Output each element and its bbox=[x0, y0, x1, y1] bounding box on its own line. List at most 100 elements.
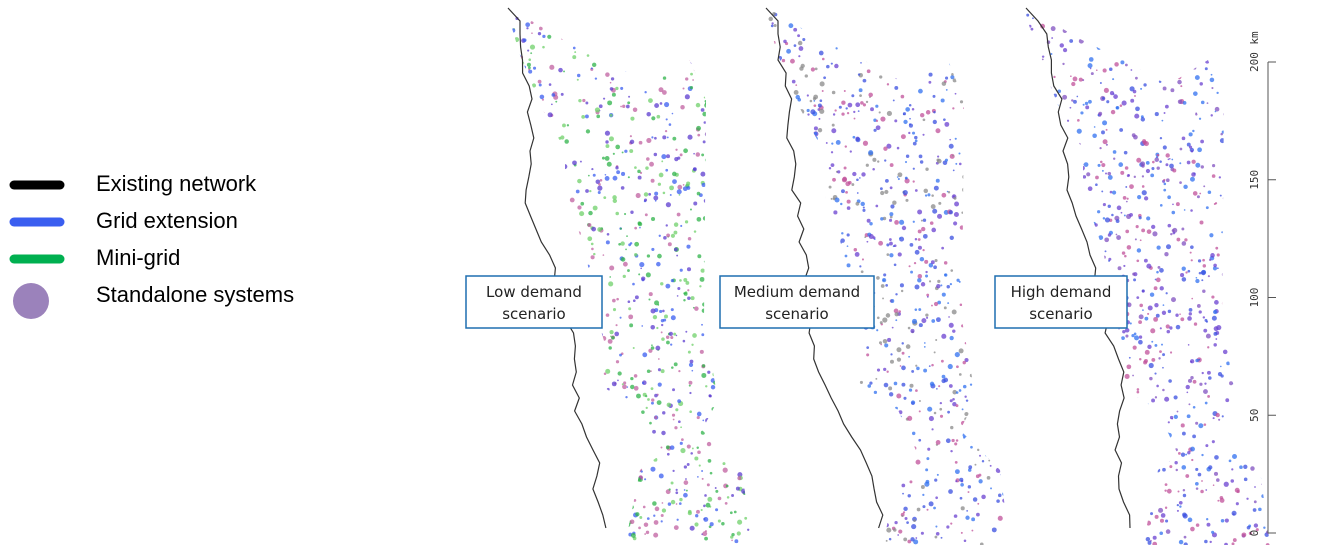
map-dot bbox=[744, 210, 748, 214]
map-dot bbox=[683, 87, 685, 89]
map-dot bbox=[892, 466, 897, 471]
map-dot bbox=[786, 487, 788, 489]
map-dot bbox=[1177, 57, 1179, 59]
map-dot bbox=[605, 156, 610, 161]
map-dot bbox=[817, 145, 819, 147]
map-dot bbox=[542, 46, 545, 49]
map-dot bbox=[694, 306, 699, 311]
map-dot bbox=[648, 45, 652, 49]
map-dot bbox=[1071, 10, 1073, 12]
map-dot bbox=[1111, 330, 1114, 333]
map-dot bbox=[522, 460, 526, 464]
map-dot bbox=[622, 457, 626, 461]
map-dot bbox=[1007, 345, 1009, 347]
map-dot bbox=[720, 403, 724, 407]
map-dot bbox=[527, 163, 530, 166]
map-dot bbox=[1147, 441, 1151, 445]
map-dot bbox=[812, 503, 816, 507]
map-dot bbox=[818, 333, 820, 335]
map-dot bbox=[783, 394, 786, 397]
map-dot bbox=[1054, 258, 1059, 263]
map-dot bbox=[1139, 358, 1141, 360]
map-dot bbox=[866, 346, 869, 349]
map-dot bbox=[983, 216, 988, 221]
map-dot bbox=[845, 145, 847, 147]
map-dot bbox=[1026, 478, 1031, 483]
map-dot bbox=[1054, 488, 1056, 490]
map-dot bbox=[646, 531, 649, 534]
map-dot bbox=[925, 168, 928, 171]
map-dot bbox=[930, 34, 934, 38]
map-dot bbox=[936, 47, 939, 50]
map-dot bbox=[929, 416, 934, 421]
map-dot bbox=[722, 31, 725, 34]
map-dot bbox=[1061, 485, 1063, 487]
map-dot bbox=[733, 3, 737, 7]
map-dot bbox=[1037, 70, 1040, 73]
map-dot bbox=[839, 106, 842, 109]
map-dot bbox=[557, 455, 560, 458]
map-dot bbox=[531, 262, 534, 265]
map-dot bbox=[522, 346, 525, 349]
map-dot bbox=[1075, 180, 1077, 182]
map-dot bbox=[539, 189, 543, 193]
scale-unit: km bbox=[1248, 31, 1261, 45]
map-dot bbox=[1262, 425, 1264, 427]
map-dot bbox=[903, 511, 905, 513]
map-dot bbox=[1000, 474, 1002, 476]
legend-label: Mini-grid bbox=[96, 245, 180, 270]
map-dot bbox=[664, 102, 669, 107]
map-dot bbox=[1053, 448, 1058, 453]
map-dot bbox=[1183, 185, 1187, 189]
map-dot bbox=[1247, 526, 1251, 530]
map-dot bbox=[1249, 254, 1253, 258]
map-dot bbox=[1047, 455, 1050, 458]
map-dot bbox=[1200, 221, 1204, 225]
map-dot bbox=[603, 196, 606, 199]
map-dot bbox=[731, 248, 733, 250]
map-dot bbox=[730, 33, 733, 36]
map-dot bbox=[1272, 86, 1274, 88]
map-dot bbox=[1201, 270, 1206, 275]
map-dot bbox=[1153, 69, 1155, 71]
map-dot bbox=[1207, 371, 1211, 375]
map-dot bbox=[1132, 375, 1134, 377]
map-dot bbox=[1257, 147, 1261, 151]
map-dot bbox=[705, 44, 707, 46]
map-dot bbox=[558, 159, 560, 161]
map-dot bbox=[1081, 500, 1083, 502]
map-dot bbox=[894, 382, 898, 386]
map-dot bbox=[885, 523, 889, 527]
map-dot bbox=[514, 404, 519, 409]
map-dot bbox=[559, 259, 564, 264]
map-dot bbox=[690, 452, 693, 455]
map-dot bbox=[993, 419, 995, 421]
map-dot bbox=[525, 22, 530, 27]
map-dot bbox=[1239, 60, 1242, 63]
map-dot bbox=[768, 516, 772, 520]
map-dot bbox=[971, 225, 975, 229]
map-dot bbox=[1175, 8, 1178, 11]
map-dot bbox=[904, 436, 907, 439]
map-dot bbox=[1068, 142, 1071, 145]
map-dot bbox=[563, 70, 565, 72]
map-dot bbox=[725, 73, 727, 75]
map-dot bbox=[937, 280, 940, 283]
map-dot bbox=[1051, 445, 1056, 450]
map-dot bbox=[1020, 416, 1024, 420]
map-dot bbox=[1231, 75, 1236, 80]
map-dot bbox=[843, 368, 845, 370]
map-dot bbox=[959, 23, 963, 27]
map-dot bbox=[1167, 459, 1170, 462]
map-dot bbox=[886, 371, 888, 373]
map-dot bbox=[842, 439, 847, 444]
map-dot bbox=[1058, 482, 1062, 486]
map-dot bbox=[1165, 483, 1168, 486]
map-dot bbox=[743, 35, 745, 37]
map-dot bbox=[869, 234, 874, 239]
map-dot bbox=[695, 71, 698, 74]
map-dot bbox=[905, 517, 908, 520]
map-dot bbox=[1032, 264, 1034, 266]
map-dot bbox=[898, 172, 903, 177]
map-dot bbox=[1003, 11, 1005, 13]
